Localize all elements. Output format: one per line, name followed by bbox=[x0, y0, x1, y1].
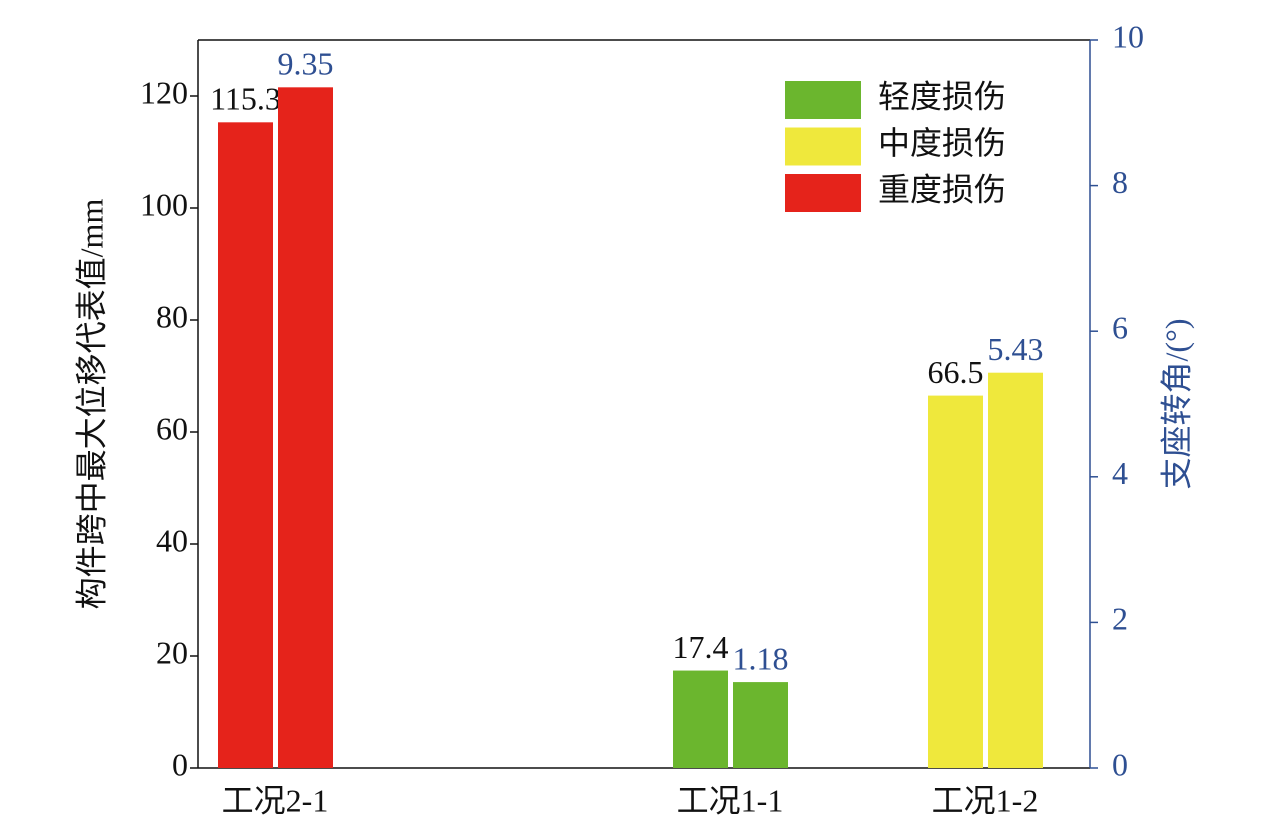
y2-tick-label: 6 bbox=[1112, 310, 1128, 346]
bar bbox=[673, 670, 728, 768]
bar bbox=[988, 372, 1043, 768]
value-label: 1.18 bbox=[733, 640, 789, 676]
x-tick-label: 工况2-1 bbox=[222, 782, 329, 818]
legend-label: 轻度损伤 bbox=[878, 78, 1006, 114]
legend-swatch bbox=[785, 127, 861, 166]
bar bbox=[733, 682, 788, 768]
x-tick-label: 工况1-2 bbox=[932, 782, 1039, 818]
y-tick-label: 40 bbox=[156, 522, 188, 558]
y-tick-label: 20 bbox=[156, 634, 188, 670]
y2-axis-label: 支座转角/(°) bbox=[1158, 318, 1194, 489]
y-tick-label: 60 bbox=[156, 410, 188, 446]
y-axis-label: 构件跨中最大位移代表值/mm bbox=[73, 199, 109, 610]
y2-tick-label: 0 bbox=[1112, 746, 1128, 782]
value-label: 17.4 bbox=[673, 629, 729, 665]
value-label: 5.43 bbox=[988, 331, 1044, 367]
y-tick-label: 120 bbox=[140, 74, 188, 110]
value-label: 115.3 bbox=[210, 81, 281, 117]
y-tick-label: 80 bbox=[156, 298, 188, 334]
legend-swatch bbox=[785, 81, 861, 119]
y-tick-label: 0 bbox=[172, 746, 188, 782]
y2-tick-label: 2 bbox=[1112, 601, 1128, 637]
y2-tick-label: 4 bbox=[1112, 455, 1128, 491]
value-label: 9.35 bbox=[278, 46, 334, 82]
x-tick-label: 工况1-1 bbox=[677, 782, 784, 818]
bar bbox=[218, 122, 273, 768]
legend-swatch bbox=[785, 174, 861, 212]
legend-label: 中度损伤 bbox=[878, 125, 1006, 161]
y2-tick-label: 8 bbox=[1112, 164, 1128, 200]
bar bbox=[928, 395, 983, 768]
bar bbox=[278, 87, 333, 768]
value-label: 66.5 bbox=[928, 354, 984, 390]
legend-label: 重度损伤 bbox=[878, 171, 1006, 207]
y2-tick-label: 10 bbox=[1112, 18, 1144, 54]
y-tick-label: 100 bbox=[140, 186, 188, 222]
